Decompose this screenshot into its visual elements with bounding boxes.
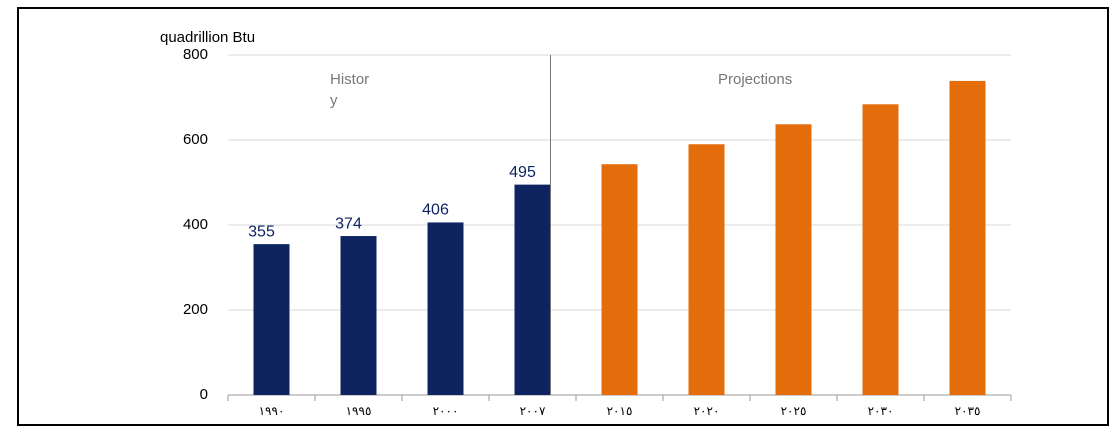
x-tick-label: ٢٠٠٧: [520, 404, 546, 418]
bar: [601, 164, 638, 395]
x-tick-label: ٢٠٢٥: [781, 404, 807, 418]
x-tick-label: ٢٠٠٠: [433, 404, 459, 418]
bar: [775, 124, 812, 396]
annotation: Histor: [330, 71, 369, 88]
x-tick-label: ١٩٩٥: [346, 404, 372, 418]
x-tick-label: ٢٠٣٥: [955, 404, 981, 418]
bar: [949, 80, 986, 396]
y-tick-label: 200: [183, 301, 208, 318]
x-tick-label: ١٩٩٠: [259, 404, 285, 418]
data-label: 374: [335, 215, 362, 232]
bar: [427, 222, 464, 395]
bar: [253, 244, 290, 395]
y-tick-label: 0: [200, 386, 208, 403]
y-tick-label: 800: [183, 46, 208, 63]
y-tick-label: 400: [183, 216, 208, 233]
frame: [17, 7, 1109, 426]
bar: [514, 184, 551, 395]
bar: [862, 104, 899, 396]
x-tick-label: ٢٠١٥: [607, 404, 633, 418]
annotation: y: [330, 92, 338, 109]
bar: [688, 144, 725, 395]
data-label: 495: [509, 164, 536, 181]
y-tick-label: 600: [183, 131, 208, 148]
x-tick-label: ٢٠٢٠: [694, 404, 720, 418]
x-tick-label: ٢٠٣٠: [868, 404, 894, 418]
bar: [340, 236, 377, 395]
data-label: 406: [422, 202, 449, 219]
data-label: 355: [248, 223, 275, 240]
annotation: Projections: [718, 71, 792, 88]
y-axis-label: quadrillion Btu: [160, 29, 255, 46]
